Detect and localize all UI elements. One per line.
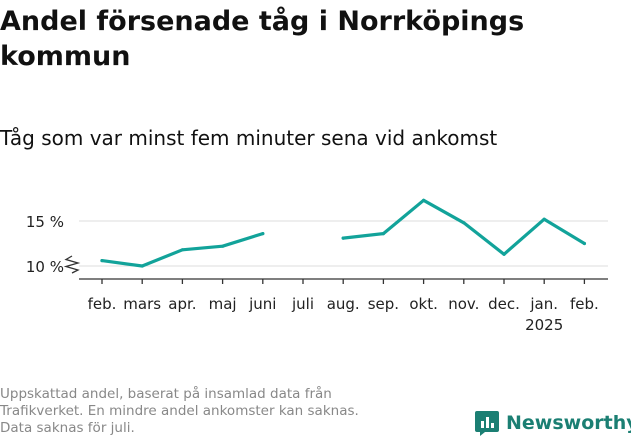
axis-break-icon <box>63 255 81 274</box>
x-tick-label: apr. <box>168 295 196 313</box>
footnote-line: Trafikverket. En mindre andel ankomster … <box>0 403 359 419</box>
x-tick-label: juli <box>291 295 314 313</box>
x-tick-label: jan. <box>529 295 558 313</box>
x-tick-label: juni <box>248 295 276 313</box>
grid-lines <box>79 220 608 267</box>
newsworthy-logo: Newsworthy <box>475 408 631 438</box>
x-year-label: 2025 <box>525 316 563 334</box>
data-point <box>140 264 144 268</box>
x-tick-label: dec. <box>488 295 520 313</box>
x-tick-label: sep. <box>368 295 399 313</box>
data-point <box>502 252 506 256</box>
data-point <box>100 259 104 263</box>
x-tick-label: okt. <box>409 295 438 313</box>
x-tick-label: maj <box>209 295 237 313</box>
data-point <box>582 241 587 246</box>
data-point <box>381 232 385 236</box>
x-axis: feb. mars apr. maj juni juli aug. sep. okt. nov. d… <box>63 255 608 334</box>
data-point <box>180 248 184 252</box>
y-tick-label: 15 % <box>26 213 64 231</box>
data-point <box>462 221 466 225</box>
footnote-line: Data saknas för juli. <box>0 420 135 436</box>
x-tick-label: mars <box>123 295 161 313</box>
logo-text: Newsworthy <box>506 412 631 434</box>
line-chart: feb. mars apr. maj juni juli aug. sep. okt. nov. d… <box>26 198 608 334</box>
y-axis-labels: 10 % 15 % <box>26 213 64 276</box>
chart-title: Andel försenade tåg i Norrköpings kommun <box>0 6 525 72</box>
series-line <box>341 198 587 256</box>
x-tick-label: feb. <box>88 295 117 313</box>
x-tick-label: aug. <box>327 295 360 313</box>
x-tick-label: nov. <box>448 295 479 313</box>
data-point <box>221 244 225 248</box>
bar-chart-icon <box>475 411 499 436</box>
y-tick-label: 10 % <box>26 258 64 276</box>
data-point <box>341 236 345 240</box>
data-point <box>261 232 265 236</box>
data-series <box>100 198 587 268</box>
chart-subtitle: Tåg som var minst fem minuter sena vid a… <box>0 126 498 150</box>
footnote-line: Uppskattad andel, baserat på insamlad da… <box>0 386 332 402</box>
data-point <box>542 217 546 221</box>
x-tick-label: feb. <box>570 295 599 313</box>
footnote: Uppskattad andel, baserat på insamlad da… <box>0 386 440 437</box>
data-point <box>422 198 426 202</box>
